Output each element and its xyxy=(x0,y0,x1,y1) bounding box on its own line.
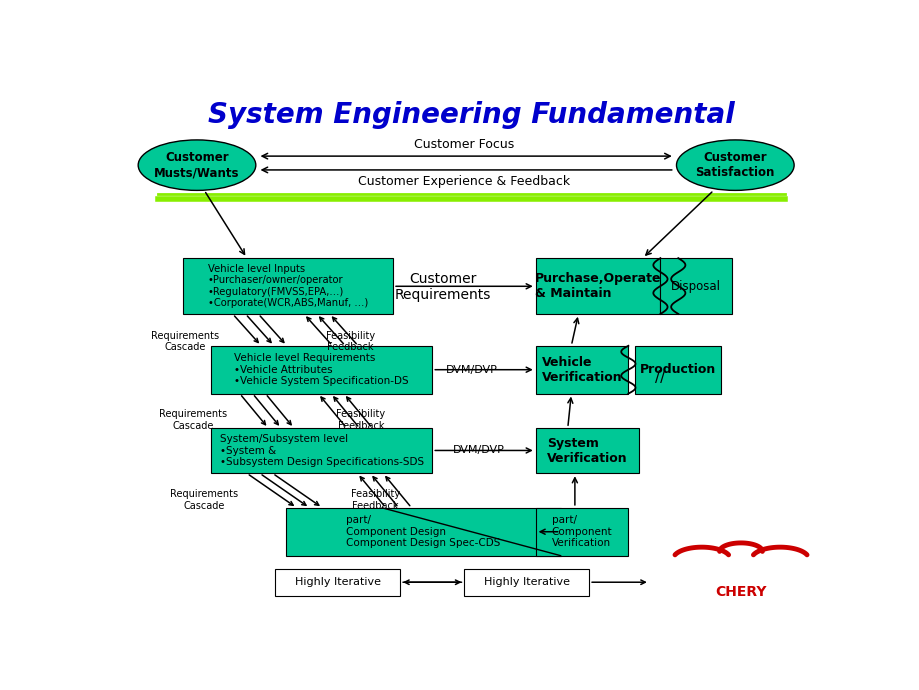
Text: Vehicle
Verification: Vehicle Verification xyxy=(541,356,621,384)
Text: Highly Iterative: Highly Iterative xyxy=(294,578,380,587)
Text: Requirements
Cascade: Requirements Cascade xyxy=(159,409,227,431)
Text: //: // xyxy=(654,370,664,385)
FancyBboxPatch shape xyxy=(286,508,560,555)
Text: Feasibility
Feedback: Feasibility Feedback xyxy=(336,409,385,431)
Ellipse shape xyxy=(138,140,255,190)
Text: Purchase,Operate
& Maintain: Purchase,Operate & Maintain xyxy=(534,272,661,300)
Text: Customer Focus: Customer Focus xyxy=(414,138,514,151)
Text: Customer
Requirements: Customer Requirements xyxy=(394,273,491,302)
Text: DVM/DVP: DVM/DVP xyxy=(445,365,497,375)
Text: Production: Production xyxy=(640,363,716,376)
Text: Feasibility
Feedback: Feasibility Feedback xyxy=(325,331,374,353)
Text: System Engineering Fundamental: System Engineering Fundamental xyxy=(208,101,734,130)
FancyBboxPatch shape xyxy=(535,258,660,314)
FancyBboxPatch shape xyxy=(660,258,731,314)
Text: Disposal: Disposal xyxy=(670,279,720,293)
FancyBboxPatch shape xyxy=(464,569,588,595)
FancyBboxPatch shape xyxy=(275,569,400,595)
Text: Customer
Satisfaction: Customer Satisfaction xyxy=(695,151,774,179)
Text: System
Verification: System Verification xyxy=(547,437,627,465)
Text: Vehicle level Inputs
•Purchaser/owner/operator
•Regulatory(FMVSS,EPA,…)
•Corpora: Vehicle level Inputs •Purchaser/owner/op… xyxy=(208,264,368,308)
Text: System/Subsystem level
•System &
•Subsystem Design Specifications-SDS: System/Subsystem level •System & •Subsys… xyxy=(220,434,424,467)
Text: Requirements
Cascade: Requirements Cascade xyxy=(170,489,238,511)
Text: Customer
Musts/Wants: Customer Musts/Wants xyxy=(154,151,240,179)
FancyBboxPatch shape xyxy=(183,258,392,314)
Text: DVM/DVP: DVM/DVP xyxy=(452,446,504,455)
FancyBboxPatch shape xyxy=(535,428,639,473)
FancyBboxPatch shape xyxy=(211,346,432,393)
Text: Feasibility
Feedback: Feasibility Feedback xyxy=(350,489,400,511)
Text: part/
Component Design
Component Design Spec-CDS: part/ Component Design Component Design … xyxy=(346,515,500,549)
Text: part/
Component
Verification: part/ Component Verification xyxy=(551,515,612,549)
FancyBboxPatch shape xyxy=(635,346,720,393)
FancyBboxPatch shape xyxy=(211,428,432,473)
FancyBboxPatch shape xyxy=(535,508,628,555)
Ellipse shape xyxy=(675,140,793,190)
Text: Vehicle level Requirements
•Vehicle Attributes
•Vehicle System Specification-DS: Vehicle level Requirements •Vehicle Attr… xyxy=(234,353,409,386)
Text: Customer Experience & Feedback: Customer Experience & Feedback xyxy=(357,175,570,188)
Text: Highly Iterative: Highly Iterative xyxy=(483,578,569,587)
Text: Requirements
Cascade: Requirements Cascade xyxy=(151,331,219,353)
FancyBboxPatch shape xyxy=(535,346,628,393)
Text: CHERY: CHERY xyxy=(714,585,766,600)
